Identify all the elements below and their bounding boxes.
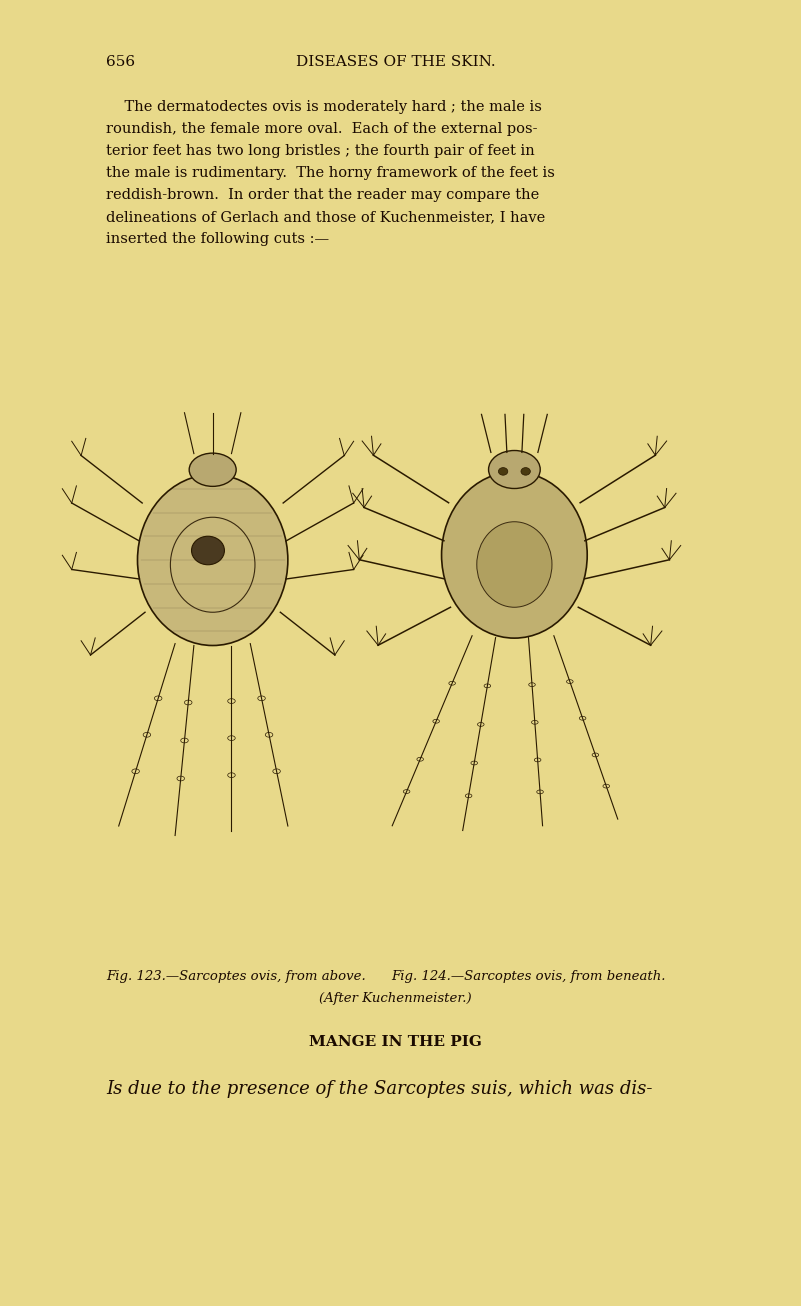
Text: (After Kuchenmeister.): (After Kuchenmeister.)	[320, 993, 472, 1006]
Ellipse shape	[521, 468, 530, 475]
Text: MANGE IN THE PIG: MANGE IN THE PIG	[309, 1034, 482, 1049]
Ellipse shape	[441, 471, 587, 639]
Text: delineations of Gerlach and those of Kuchenmeister, I have: delineations of Gerlach and those of Kuc…	[106, 210, 545, 225]
Text: Fig. 123.—Sarcoptes ovis, from above.: Fig. 123.—Sarcoptes ovis, from above.	[106, 970, 365, 983]
Ellipse shape	[477, 522, 552, 607]
Ellipse shape	[191, 537, 224, 564]
Text: roundish, the female more oval.  Each of the external pos-: roundish, the female more oval. Each of …	[106, 121, 537, 136]
Text: Is due to the presence of the Sarcoptes suis, which was dis-: Is due to the presence of the Sarcoptes …	[106, 1080, 652, 1098]
Text: The dermatodectes ovis is moderately hard ; the male is: The dermatodectes ovis is moderately har…	[106, 101, 541, 114]
Ellipse shape	[189, 453, 236, 486]
Text: 656: 656	[106, 55, 135, 69]
Text: inserted the following cuts :—: inserted the following cuts :—	[106, 232, 329, 246]
Text: DISEASES OF THE SKIN.: DISEASES OF THE SKIN.	[296, 55, 496, 69]
Text: Fig. 124.—Sarcoptes ovis, from beneath.: Fig. 124.—Sarcoptes ovis, from beneath.	[391, 970, 666, 983]
Text: reddish-brown.  In order that the reader may compare the: reddish-brown. In order that the reader …	[106, 188, 539, 202]
Ellipse shape	[138, 474, 288, 645]
Ellipse shape	[489, 451, 540, 488]
Ellipse shape	[498, 468, 508, 475]
Text: the male is rudimentary.  The horny framework of the feet is: the male is rudimentary. The horny frame…	[106, 166, 555, 180]
Text: terior feet has two long bristles ; the fourth pair of feet in: terior feet has two long bristles ; the …	[106, 144, 534, 158]
